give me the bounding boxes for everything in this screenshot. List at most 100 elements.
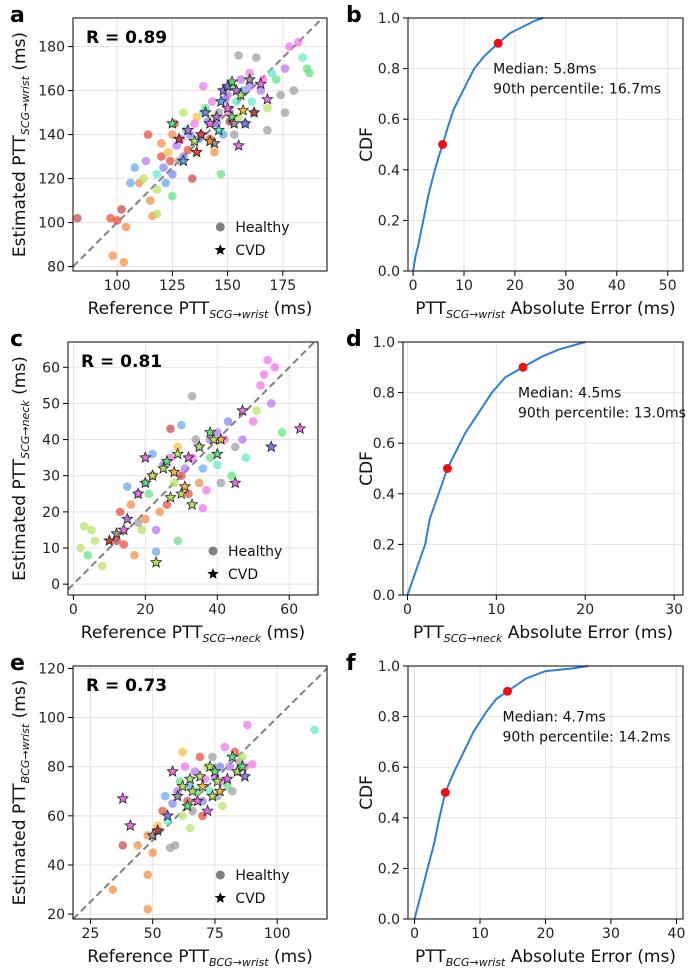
healthy-point (151, 525, 161, 535)
healthy-point (234, 51, 243, 60)
healthy-point (212, 428, 222, 437)
healthy-point (180, 762, 190, 772)
legend-cvd-marker (214, 244, 226, 255)
healthy-point (267, 68, 277, 78)
x-tick-label: 150 (214, 278, 241, 294)
healthy-point (191, 435, 200, 444)
healthy-point (208, 752, 217, 762)
y-tick-label: 120 (38, 661, 65, 677)
y-axis-label-subscript: BCG→wrist (19, 723, 32, 783)
healthy-point (228, 786, 237, 796)
healthy-point (280, 108, 290, 117)
x-axis-label-rest: Absolute Error (ms) (505, 947, 676, 967)
cvd-point (151, 824, 164, 836)
healthy-point (227, 471, 236, 481)
y-tick-label: 0 (51, 577, 60, 593)
cdf-curve (406, 341, 586, 596)
healthy-point (225, 762, 235, 772)
cvd-point (131, 487, 145, 500)
x-tick-label: 0 (409, 278, 418, 294)
x-tick-label: 20 (136, 602, 154, 618)
healthy-point (192, 112, 201, 122)
x-tick-label: 10 (471, 926, 489, 942)
y-axis-label-unit: (ms) (10, 32, 30, 76)
healthy-point (126, 500, 136, 509)
y-axis-label-subscript: SCG→wrist (19, 75, 32, 135)
healthy-point (168, 169, 177, 179)
healthy-point (162, 500, 172, 509)
cvd-point (166, 116, 179, 129)
x-tick-label: 30 (665, 602, 683, 618)
healthy-point (199, 81, 208, 91)
healthy-point (185, 823, 195, 833)
cvd-point (203, 134, 217, 147)
healthy-point (271, 75, 281, 84)
x-tick-label: 60 (280, 602, 298, 618)
cvd-point (164, 490, 177, 503)
cvd-point (177, 154, 190, 167)
y-tick-label: 60 (42, 360, 60, 376)
healthy-point (117, 205, 126, 214)
healthy-point (157, 139, 166, 148)
cvd-point (243, 72, 256, 85)
y-tick-label: 20 (42, 505, 60, 521)
healthy-point (276, 90, 285, 100)
healthy-point (123, 482, 132, 491)
healthy-point (266, 399, 276, 408)
y-tick-label: 120 (38, 172, 65, 188)
panel-letter: e (10, 651, 25, 676)
cvd-point (236, 103, 250, 116)
cvd-point (201, 804, 214, 817)
panel-letter: f (346, 651, 356, 676)
y-tick-label: 20 (47, 907, 65, 923)
x-tick-label: 20 (537, 926, 555, 942)
cvd-point (183, 772, 197, 785)
healthy-point (151, 547, 161, 556)
y-tick-label: 0.2 (373, 537, 395, 553)
x-tick-label: 40 (668, 926, 686, 942)
legend-cvd-label: CVD (235, 243, 265, 259)
cvd-point (157, 461, 170, 474)
y-tick-label: 1.0 (378, 11, 400, 27)
x-axis-label-main: PTT (415, 299, 446, 319)
cvd-point (210, 447, 224, 460)
x-axis-label-rest: Absolute Error (ms) (502, 623, 673, 643)
x-axis-label: PTTBCG→wrist Absolute Error (ms) (415, 947, 676, 969)
healthy-point (143, 130, 153, 139)
healthy-point (248, 417, 258, 426)
x-axis-label-subscript: SCG→neck (203, 632, 262, 645)
healthy-point (179, 108, 188, 117)
healthy-point (133, 841, 143, 850)
y-axis-label-main: Estimated PTT (10, 783, 30, 906)
median-annotation: Median: 4.7ms (503, 709, 606, 725)
y-tick-label: 0.0 (378, 264, 400, 280)
healthy-point (108, 251, 118, 260)
cvd-point (203, 425, 217, 438)
healthy-point (87, 525, 96, 535)
cvd-point (232, 139, 245, 151)
healthy-point (187, 174, 197, 183)
healthy-point (223, 417, 233, 426)
panel-e: 25 50 75 100 20 40 60 80 100 120 e R = 0.73 Healthy C… (10, 651, 328, 969)
cvd-point (236, 404, 249, 416)
p90-annotation: 90th percentile: 13.0ms (518, 405, 686, 421)
healthy-point (245, 81, 254, 91)
x-axis-label-main: PTT (415, 947, 446, 967)
healthy-point (190, 119, 199, 128)
plot-frame (67, 341, 319, 596)
y-axis-label: Estimated PTTBCG→wrist (ms) (10, 680, 32, 906)
cvd-point (193, 769, 207, 782)
p90-annotation: 90th percentile: 16.7ms (493, 81, 661, 97)
x-tick-label: 0 (410, 926, 419, 942)
cvd-point (123, 819, 137, 831)
x-axis-label-subscript: BCG→wrist (446, 956, 506, 969)
healthy-point (263, 355, 272, 365)
x-tick-label: 10 (455, 278, 473, 294)
healthy-point (119, 257, 129, 267)
cvd-point (161, 809, 174, 822)
p90-marker (493, 38, 503, 48)
healthy-point (207, 97, 217, 106)
x-tick-label: 30 (557, 278, 575, 294)
healthy-point (115, 507, 125, 517)
y-tick-label: 0.8 (378, 62, 400, 78)
